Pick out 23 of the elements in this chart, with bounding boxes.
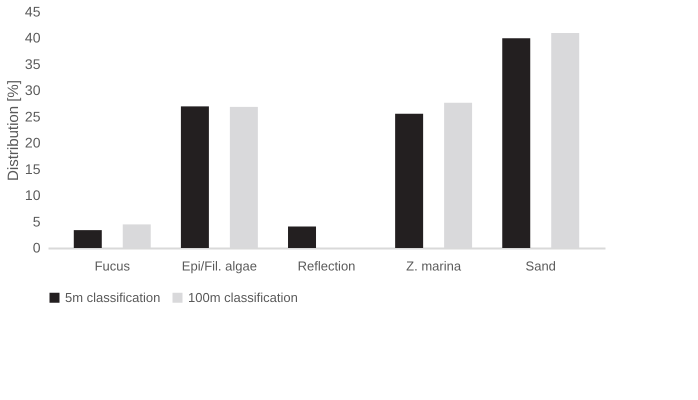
y-tick-label: 40 (24, 30, 41, 46)
x-tick-label: Sand (526, 258, 556, 274)
y-tick-label: 25 (24, 108, 41, 124)
bar (395, 114, 424, 248)
x-tick-label: Epi/Fil. algae (182, 258, 257, 274)
y-tick-label: 35 (24, 56, 41, 72)
x-tick-label: Fucus (94, 258, 130, 274)
y-tick-label: 5 (32, 213, 41, 230)
y-tick-label: 20 (24, 134, 41, 151)
bar (502, 38, 530, 248)
y-tick-label: 45 (24, 4, 41, 20)
x-tick-label: Reflection (298, 258, 356, 274)
y-axis-title: Distribution [%] (4, 80, 22, 181)
bar (288, 226, 316, 248)
legend-label: 5m classification (65, 290, 160, 305)
x-tick-label: Z. marina (406, 258, 462, 274)
bar (74, 230, 102, 248)
legend-label: 100m classification (188, 290, 298, 305)
y-tick-label: 10 (24, 187, 41, 204)
bar (180, 106, 209, 248)
y-tick-label: 0 (32, 240, 41, 256)
y-tick-label: 30 (24, 82, 41, 98)
y-tick-label: 15 (24, 160, 41, 177)
